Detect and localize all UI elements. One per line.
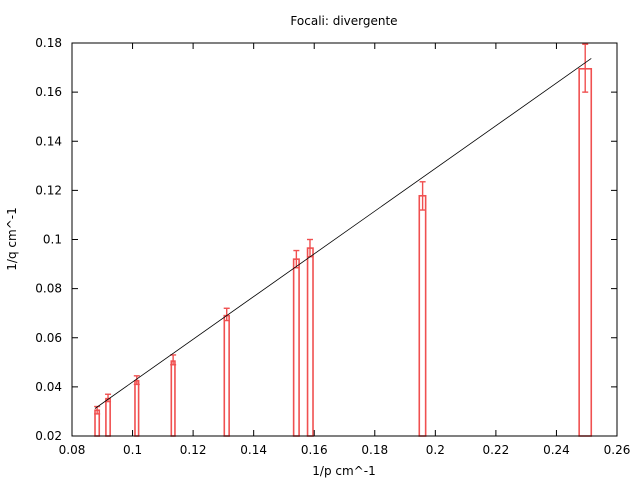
x-tick-label: 0.12: [180, 443, 207, 457]
bar: [170, 360, 176, 437]
data-point: [133, 375, 140, 437]
bar: [292, 258, 300, 437]
y-tick-label: 0.04: [35, 380, 62, 394]
y-tick-label: 0.12: [35, 183, 62, 197]
y-axis-label: 1/q cm^-1: [5, 207, 19, 270]
plot-area: [94, 43, 593, 437]
bar: [223, 314, 230, 437]
data-point: [292, 249, 300, 437]
y-tick-label: 0.16: [35, 85, 62, 99]
y-tick-label: 0.08: [35, 282, 62, 296]
x-tick-label: 0.18: [361, 443, 388, 457]
fit-line: [94, 58, 592, 409]
bar: [134, 379, 140, 437]
y-tick-label: 0.18: [35, 36, 62, 50]
data-point: [418, 181, 427, 437]
data-point: [306, 238, 314, 437]
data-point: [170, 354, 177, 437]
x-tick-label: 0.2: [426, 443, 445, 457]
data-point: [578, 43, 593, 437]
x-tick-label: 0.1: [123, 443, 142, 457]
x-tick-label: 0.16: [301, 443, 328, 457]
data-point: [94, 405, 101, 437]
x-tick-label: 0.26: [604, 443, 631, 457]
x-tick-label: 0.08: [59, 443, 86, 457]
x-tick-label: 0.14: [240, 443, 267, 457]
y-tick-label: 0.02: [35, 429, 62, 443]
bar: [306, 247, 314, 437]
bar: [105, 397, 111, 437]
y-axis: 0.02 0.04 0.06 0.08 0.1 0.12 0.14 0.16 0.18: [35, 36, 617, 443]
x-axis-label: 1/p cm^-1: [312, 464, 375, 478]
data-point: [223, 307, 230, 437]
x-axis: 0.08 0.1 0.12 0.14 0.16 0.18 0.2 0.22 0.24 0.26: [59, 43, 631, 457]
y-tick-label: 0.1: [43, 233, 62, 247]
bar: [578, 67, 593, 437]
plot-frame: [71, 42, 618, 437]
x-tick-label: 0.22: [483, 443, 510, 457]
chart-title: Focali: divergente: [290, 14, 397, 28]
y-tick-label: 0.14: [35, 134, 62, 148]
y-tick-label: 0.06: [35, 331, 62, 345]
x-tick-label: 0.24: [543, 443, 570, 457]
bar: [418, 194, 427, 437]
